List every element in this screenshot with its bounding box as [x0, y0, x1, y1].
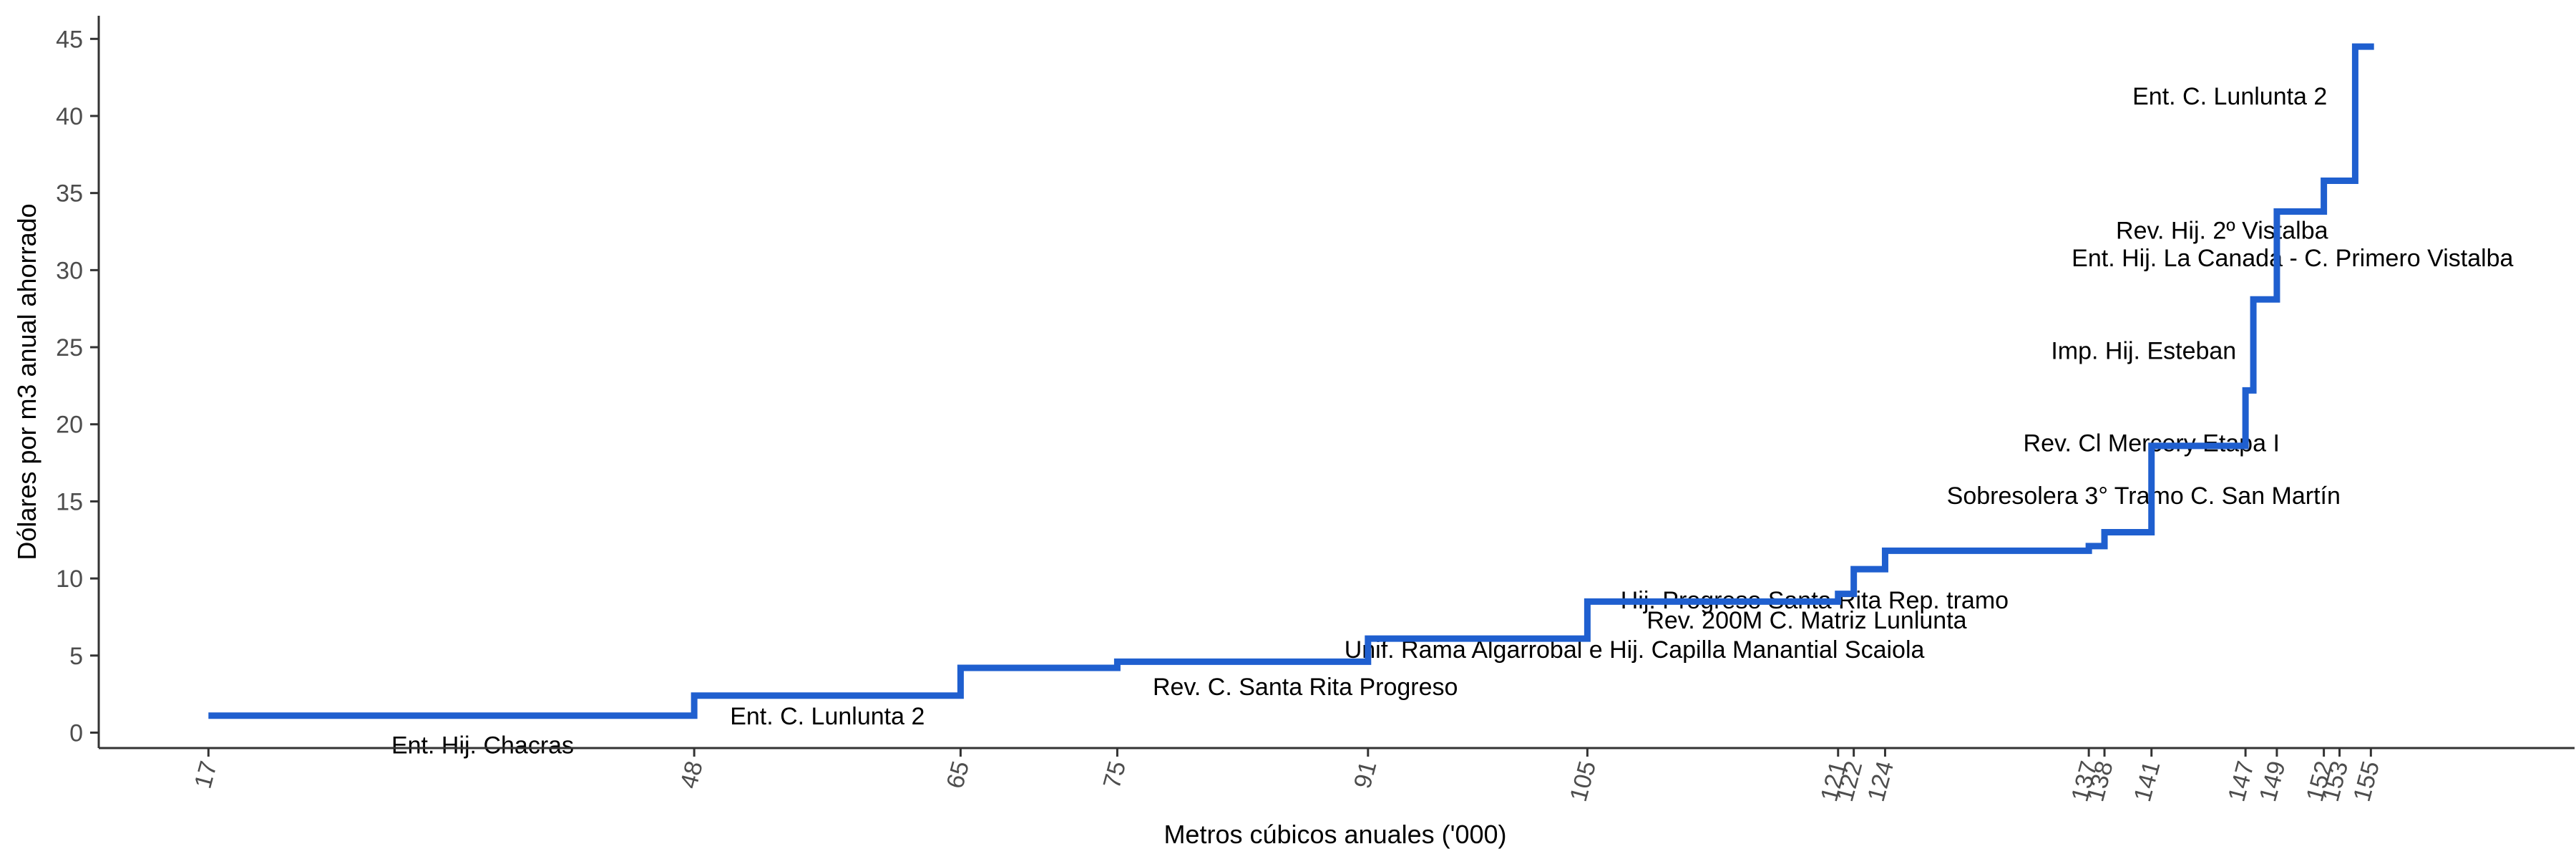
annotation-label: Ent. Hij. La Canada - C. Primero Vistalb… [2072, 245, 2513, 272]
y-tick-label: 20 [56, 412, 83, 439]
annotation-label: Ent. Hij. Chacras [391, 732, 574, 759]
y-axis-title: Dólares por m3 anual ahorrado [12, 203, 42, 560]
annotation-label: Rev. 200M C. Matriz Lunlunta [1646, 607, 1966, 634]
annotation-label: Sobresolera 3° Tramo C. San Martín [1947, 482, 2341, 510]
x-tick-label: 48 [675, 758, 708, 791]
x-tick-label: 141 [2129, 758, 2165, 805]
annotation-label: Rev. C. Santa Rita Progreso [1153, 674, 1458, 701]
y-tick-label: 30 [56, 257, 83, 284]
annotation-label: Imp. Hij. Esteban [2051, 337, 2236, 364]
annotation-label: Ent. C. Lunlunta 2 [730, 703, 924, 730]
y-tick-label: 15 [56, 488, 83, 515]
annotation-label: Rev. Hij. 2º Vistalba [2116, 217, 2328, 244]
x-tick-label: 155 [2348, 758, 2385, 805]
x-axis-title: Metros cúbicos anuales ('000) [1163, 820, 1506, 849]
y-axis-ticks: 0 5 10 15 20 25 30 35 40 45 [56, 26, 99, 747]
annotation-label: Ent. C. Lunlunta 2 [2132, 83, 2327, 110]
plot-area: Ent. Hij. Chacras Ent. C. Lunlunta 2 Rev. … [208, 43, 2514, 759]
x-tick-label: 105 [1565, 758, 1601, 805]
x-tick-label: 149 [2254, 758, 2290, 805]
x-tick-label: 124 [1863, 758, 1899, 805]
y-tick-label: 40 [56, 103, 83, 130]
y-tick-label: 5 [69, 643, 83, 670]
y-tick-label: 25 [56, 334, 83, 361]
y-tick-label: 10 [56, 566, 83, 593]
x-tick-label: 75 [1098, 758, 1131, 791]
y-tick-label: 45 [56, 26, 83, 53]
cost-step-line [208, 43, 2374, 719]
y-tick-label: 35 [56, 180, 83, 208]
x-tick-label: 65 [942, 758, 975, 791]
y-tick-label: 0 [69, 719, 83, 747]
annotations: Ent. Hij. Chacras Ent. C. Lunlunta 2 Rev. … [391, 83, 2514, 759]
x-tick-label: 91 [1349, 758, 1382, 791]
x-tick-label: 17 [190, 758, 223, 791]
